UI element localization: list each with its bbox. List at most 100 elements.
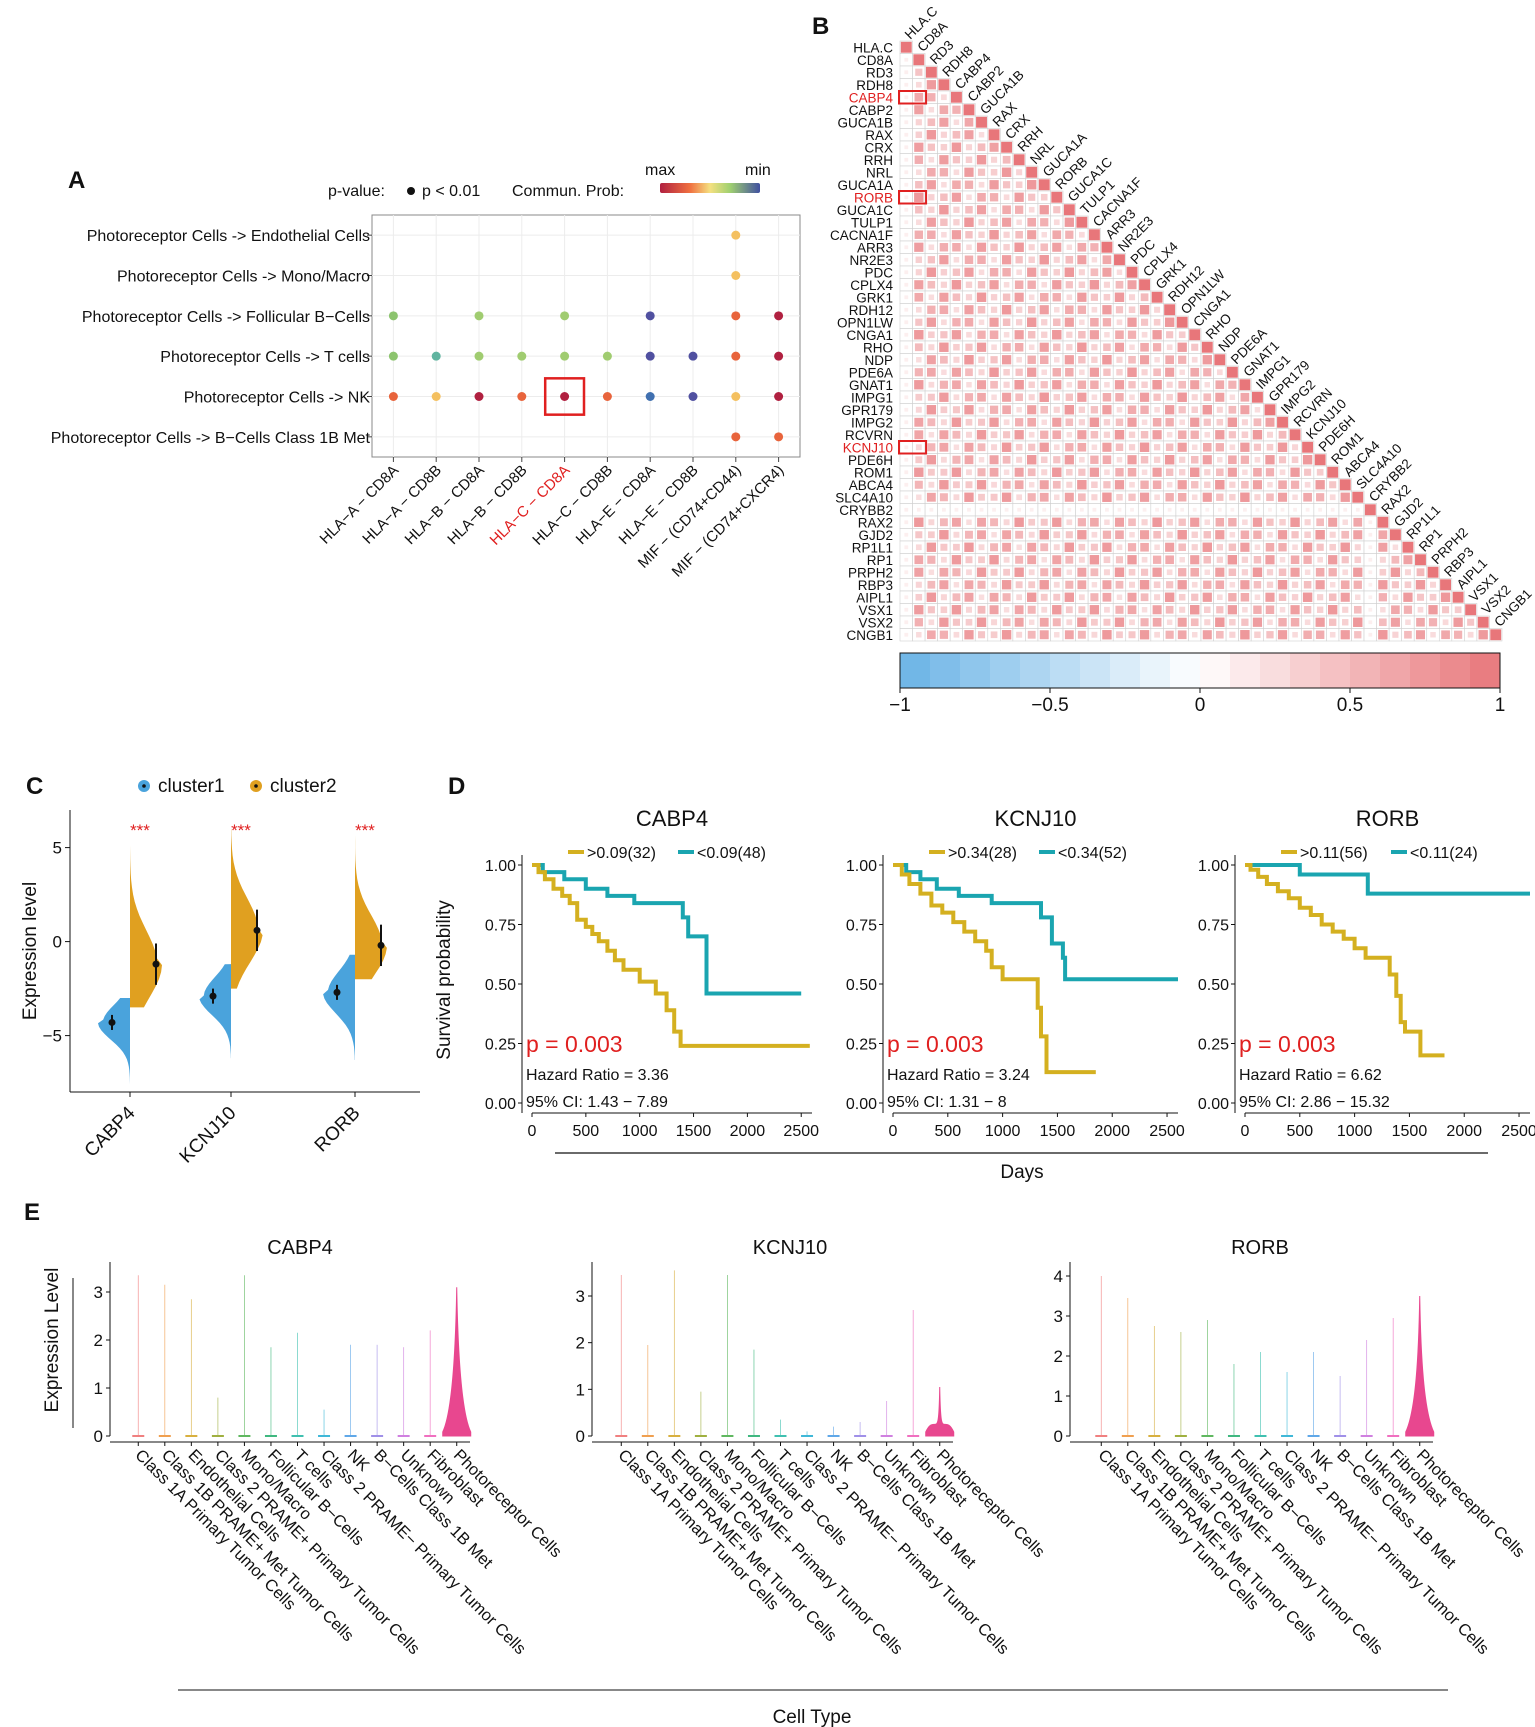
heatmap-mark [926,367,936,377]
row-gene-label: CRYBB2 [839,503,893,518]
heatmap-mark [1227,417,1238,427]
heatmap-mark [1303,555,1312,564]
heatmap-mark [904,245,909,250]
heatmap-mark [1040,456,1048,464]
heatmap-mark [1027,355,1036,364]
heatmap-mark [1277,630,1288,640]
heatmap-mark [1114,254,1125,266]
heatmap-mark [1154,406,1160,413]
heatmap-mark [1304,519,1311,526]
heatmap-mark [1290,567,1300,577]
heatmap-mark [1130,507,1134,512]
heatmap-mark [1040,568,1049,577]
y-tick-label: 3 [576,1287,585,1306]
heatmap-mark [1201,341,1213,353]
heatmap-mark [1252,430,1263,440]
heatmap-mark [928,107,935,113]
heatmap-mark [1166,431,1173,438]
heatmap-mark [915,544,922,551]
heatmap-mark [915,393,923,401]
heatmap-mark [1002,205,1011,215]
heatmap-mark [1090,268,1099,277]
heatmap-mark [1064,217,1074,227]
heatmap-mark [1330,507,1335,512]
plot-title: CABP4 [267,1237,333,1259]
heatmap-mark [1040,518,1048,526]
y-tick-label: 0.25 [1198,1037,1229,1054]
row-gene-label: RP1L1 [852,540,893,555]
heatmap-mark [1128,631,1136,639]
heatmap-mark [1127,330,1137,339]
heatmap-mark [1102,630,1112,640]
heatmap-mark [977,517,986,527]
heatmap-mark [952,618,961,626]
heatmap-mark [1027,230,1037,240]
heatmap-mark [953,219,960,226]
heatmap-mark [1152,567,1162,577]
heatmap-mark [1054,507,1059,512]
heatmap-mark [951,192,962,202]
heatmap-mark [1079,369,1085,376]
heatmap-mark [1052,293,1061,302]
panel-b-correlation-heatmap: HLA.CHLA.CCD8ACD8ARD3RD3RDH8RDH8CABP4CAB… [830,3,1535,716]
heatmap-mark [1329,531,1336,538]
heatmap-mark [939,530,949,540]
heatmap-mark [1266,443,1274,451]
heatmap-mark [1026,317,1037,327]
heatmap-mark [1378,530,1388,540]
heatmap-mark [1104,469,1110,476]
heatmap-mark [926,80,936,90]
heatmap-mark [941,181,947,188]
colorbar-segment [960,653,991,688]
heatmap-mark [1066,381,1073,388]
heatmap-mark [1089,555,1100,565]
dot [645,311,655,321]
heatmap-mark [1016,356,1022,363]
heatmap-mark [1152,417,1162,427]
heatmap-mark [990,218,998,227]
heatmap-mark [965,556,973,564]
legend-label-low: <0.09(48) [697,845,766,862]
heatmap-mark [1103,343,1111,352]
heatmap-mark [1354,544,1361,551]
heatmap-mark [1129,481,1135,488]
row-gene-label: CABP2 [849,103,893,118]
colorbar-tick-label: 0 [1195,695,1206,716]
heatmap-mark [1204,431,1211,438]
heatmap-mark [1190,605,1200,615]
heatmap-mark [977,281,986,289]
heatmap-mark [988,129,1000,141]
y-tick-label: 0.25 [485,1037,516,1054]
heatmap-mark [1054,306,1060,313]
heatmap-mark [1140,405,1149,414]
heatmap-mark [991,206,997,213]
heatmap-mark [1102,592,1112,602]
heatmap-mark [990,493,998,501]
heatmap-mark [1177,480,1187,490]
heatmap-mark [978,181,985,188]
heatmap-mark [1139,580,1150,590]
heatmap-mark [1392,631,1399,638]
heatmap-mark [1154,306,1161,313]
heatmap-mark [1065,305,1074,315]
heatmap-mark [1091,444,1098,451]
heatmap-mark [1304,619,1311,626]
heatmap-mark [964,217,974,227]
heatmap-mark [1038,179,1050,191]
heatmap-mark [1077,518,1086,527]
heatmap-mark [1253,556,1262,564]
heatmap-mark [1028,431,1035,438]
heatmap-mark [927,256,936,264]
heatmap-mark [952,268,961,276]
heatmap-mark [940,281,947,288]
heatmap-mark [1215,430,1225,440]
heatmap-mark [1190,455,1199,464]
heatmap-mark [1177,493,1187,502]
heatmap-mark [927,143,936,151]
heatmap-mark [1065,580,1074,589]
heatmap-mark [1215,630,1224,639]
heatmap-mark [1053,318,1061,326]
heatmap-mark [964,630,974,640]
heatmap-mark [1191,581,1198,588]
heatmap-mark [952,105,961,114]
